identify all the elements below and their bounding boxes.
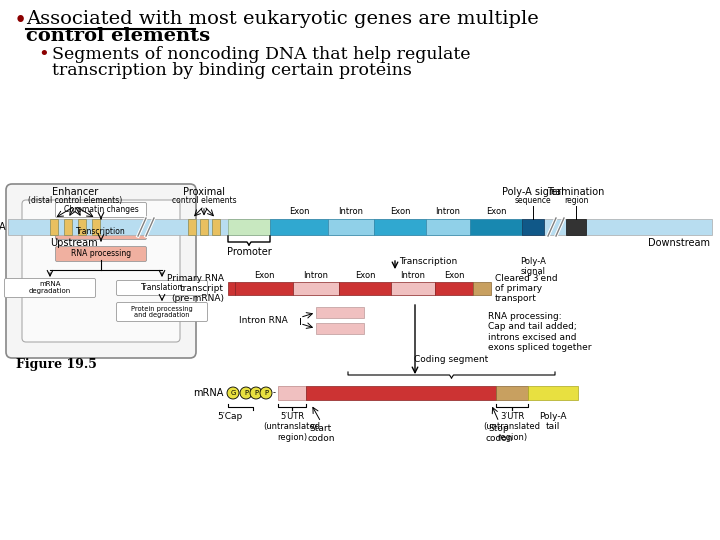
Text: Transcription: Transcription [399,258,457,267]
FancyBboxPatch shape [22,200,180,342]
Text: Poly-A
tail: Poly-A tail [539,412,567,431]
Text: Intron: Intron [338,207,364,216]
Text: RNA processing:
Cap and tail added;
introns excised and
exons spliced together: RNA processing: Cap and tail added; intr… [488,312,592,352]
FancyBboxPatch shape [55,202,146,218]
Bar [306,386,496,400]
Text: P: P [264,390,268,396]
Text: Protein processing
and degradation: Protein processing and degradation [131,306,193,319]
Bar [496,386,528,400]
Bar [228,282,235,295]
Bar [470,219,522,235]
Text: Exon: Exon [486,207,506,216]
FancyBboxPatch shape [55,225,146,240]
Text: -: - [240,388,243,397]
Text: Associated with most eukaryotic genes are multiple: Associated with most eukaryotic genes ar… [26,10,539,28]
Bar [339,282,391,295]
Circle shape [260,387,272,399]
Bar [235,282,293,295]
Bar [316,323,364,334]
Bar [200,219,208,235]
Text: RNA processing: RNA processing [71,249,131,259]
Text: Upstream: Upstream [50,238,98,248]
Text: sequence: sequence [515,196,552,205]
FancyBboxPatch shape [55,246,146,261]
Bar [316,307,364,318]
Text: Termination: Termination [547,187,605,197]
Circle shape [250,387,262,399]
Bar [293,282,339,295]
Bar [328,219,374,235]
Bar [426,219,470,235]
Bar [522,219,544,235]
Text: Intron: Intron [304,271,328,280]
Bar [78,219,86,235]
Bar [188,219,196,235]
Text: Exon: Exon [444,271,464,280]
FancyBboxPatch shape [6,184,196,358]
Text: Exon: Exon [390,207,410,216]
Bar [473,282,491,295]
Text: control elements: control elements [171,196,236,205]
Text: mRNA
degradation: mRNA degradation [29,281,71,294]
Bar [92,219,100,235]
Text: Segments of noncoding DNA that help regulate: Segments of noncoding DNA that help regu… [52,46,470,63]
Text: Exon: Exon [355,271,375,280]
Text: region: region [564,196,588,205]
Text: Intron RNA: Intron RNA [239,316,288,325]
Bar [566,219,586,235]
Text: P: P [254,390,258,396]
Text: Translation: Translation [141,284,183,293]
Bar [228,219,270,235]
FancyBboxPatch shape [117,302,207,321]
Text: Coding segment: Coding segment [415,355,489,364]
Circle shape [227,387,239,399]
Text: DNA: DNA [0,222,6,232]
Text: 5′UTR
(untranslated
region): 5′UTR (untranslated region) [264,412,320,442]
Text: control elements: control elements [26,27,210,45]
Text: Transcription: Transcription [76,227,126,237]
Bar [435,282,473,295]
Text: Primary RNA
transcript
(pre-mRNA): Primary RNA transcript (pre-mRNA) [167,274,224,303]
Text: Cleared 3′end
of primary
transport: Cleared 3′end of primary transport [495,274,557,303]
Text: Downstream: Downstream [648,238,710,248]
Bar [528,386,578,400]
Bar [391,282,435,295]
Bar [212,219,220,235]
Bar [270,219,328,235]
Bar [278,386,306,400]
Bar [8,219,712,235]
Text: •: • [14,10,27,32]
Text: Poly-A signal: Poly-A signal [502,187,564,197]
Text: (distal control elements): (distal control elements) [28,196,122,205]
Text: Stop
codon: Stop codon [485,424,513,443]
Bar [64,219,72,235]
Text: Promoter: Promoter [227,247,271,257]
Text: Intron: Intron [400,271,426,280]
Text: Enhancer: Enhancer [52,187,98,197]
Text: •: • [38,46,49,64]
Text: 5′Cap: 5′Cap [217,412,243,421]
Text: Figure 19.5: Figure 19.5 [16,358,97,371]
Text: Chromatin changes: Chromatin changes [63,206,138,214]
Text: Exon: Exon [253,271,274,280]
Bar [50,219,58,235]
Text: Proximal: Proximal [183,187,225,197]
Circle shape [240,387,252,399]
FancyBboxPatch shape [4,279,96,298]
Text: Start
codon: Start codon [307,424,335,443]
Bar [374,219,426,235]
Text: P: P [244,390,248,396]
Text: Exon: Exon [289,207,310,216]
Text: Poly-A
signal: Poly-A signal [520,257,546,276]
Text: -: - [273,388,276,397]
Text: 3′UTR
(untranslated
region): 3′UTR (untranslated region) [484,412,541,442]
FancyBboxPatch shape [117,280,207,295]
Text: transcription by binding certain proteins: transcription by binding certain protein… [52,62,412,79]
Text: mRNA: mRNA [194,388,224,398]
Text: Intron: Intron [436,207,461,216]
Text: G: G [230,390,235,396]
